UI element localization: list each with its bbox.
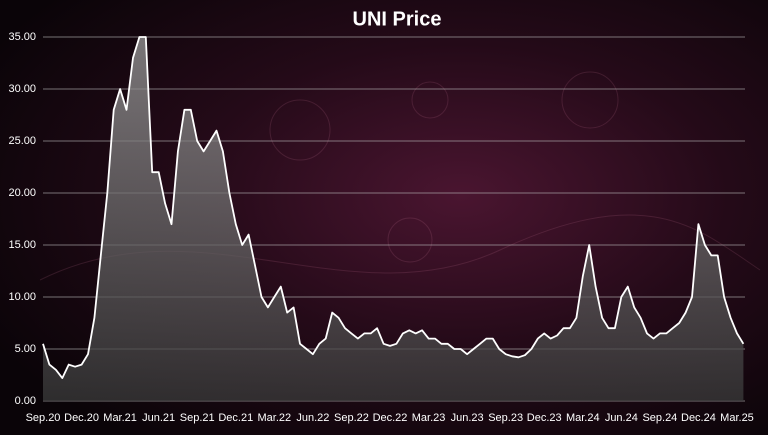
x-tick-label: Sep.23 (488, 412, 523, 424)
area (43, 37, 744, 401)
chart-title: UNI Price (353, 8, 442, 30)
line (42, 36, 745, 379)
x-tick-label: Dec.24 (681, 412, 716, 424)
x-tick-label: Jun.23 (451, 412, 484, 424)
y-tick-label: 30.00 (8, 83, 36, 95)
x-tick-label: Sep.21 (180, 412, 215, 424)
x-tick-label: Mar.23 (412, 412, 446, 424)
x-tick-label: Jun.21 (142, 412, 175, 424)
x-tick-label: Sep.20 (26, 412, 61, 424)
x-tick-label: Mar.24 (566, 412, 600, 424)
x-tick-label: Jun.24 (605, 412, 638, 424)
y-tick-label: 25.00 (8, 135, 36, 147)
y-tick-label: 15.00 (8, 239, 36, 251)
x-tick-label: Dec.22 (373, 412, 408, 424)
x-tick-label: Mar.25 (720, 412, 754, 424)
x-tick-label: Mar.21 (103, 412, 137, 424)
y-tick-label: 5.00 (15, 343, 36, 355)
x-tick-label: Sep.24 (642, 412, 677, 424)
x-tick-label: Mar.22 (258, 412, 292, 424)
x-tick-label: Jun.22 (296, 412, 329, 424)
y-tick-label: 10.00 (8, 291, 36, 303)
x-tick-label: Dec.20 (64, 412, 99, 424)
y-tick-label: 20.00 (8, 187, 36, 199)
x-tick-label: Dec.23 (527, 412, 562, 424)
x-tick-label: Sep.22 (334, 412, 369, 424)
x-tick-label: Dec.21 (218, 412, 253, 424)
y-tick-label: 0.00 (15, 395, 36, 407)
y-tick-label: 35.00 (8, 31, 36, 43)
